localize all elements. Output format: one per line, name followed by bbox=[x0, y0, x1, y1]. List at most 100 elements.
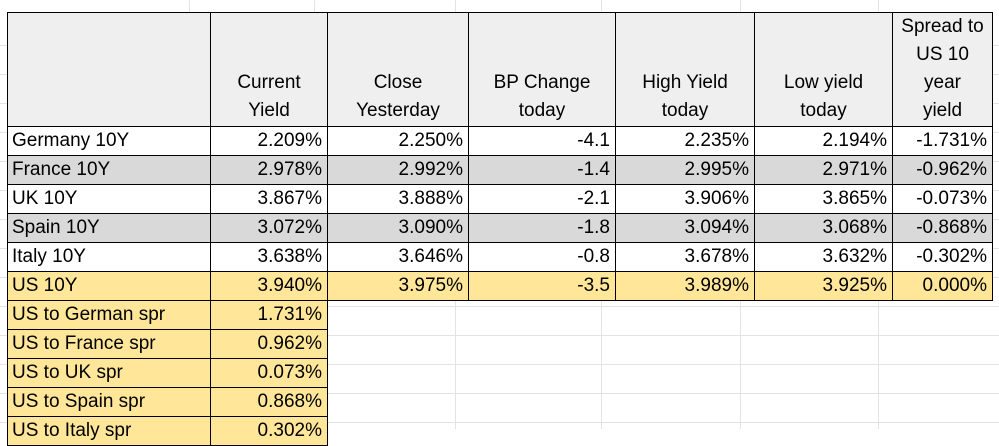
cell-bp[interactable]: -4.1 bbox=[468, 126, 616, 156]
cell-bp[interactable]: -3.5 bbox=[468, 271, 616, 301]
spread-label-cell[interactable]: US to Spain spr bbox=[7, 387, 211, 417]
cell-spread[interactable]: -1.731% bbox=[892, 126, 993, 156]
cell-spread[interactable]: -0.868% bbox=[892, 213, 993, 243]
cell-current[interactable]: 3.638% bbox=[210, 242, 328, 272]
cell-spread[interactable]: 0.000% bbox=[892, 271, 993, 301]
cell-high[interactable]: 3.094% bbox=[615, 213, 755, 243]
empty-cell[interactable] bbox=[755, 388, 893, 417]
spread-row: US to France spr 0.962% bbox=[7, 329, 993, 359]
header-high-yield[interactable]: High Yield today bbox=[615, 12, 755, 127]
cell-current[interactable]: 2.209% bbox=[210, 126, 328, 156]
cell-low[interactable]: 2.194% bbox=[754, 126, 893, 156]
empty-cell[interactable] bbox=[755, 359, 893, 388]
cell-bp[interactable]: -2.1 bbox=[468, 184, 616, 214]
table-row: US 10Y 3.940% 3.975% -3.5 3.989% 3.925% 0.000% bbox=[7, 271, 993, 301]
row-label-cell[interactable]: Spain 10Y bbox=[7, 213, 211, 243]
spread-value-cell[interactable]: 0.868% bbox=[210, 387, 328, 417]
cell-bp[interactable]: -1.8 bbox=[468, 213, 616, 243]
empty-cell[interactable] bbox=[755, 417, 893, 446]
empty-cell[interactable] bbox=[469, 417, 616, 446]
spread-value-cell[interactable]: 0.302% bbox=[210, 416, 328, 446]
empty-cell[interactable] bbox=[328, 417, 469, 446]
row-label-cell[interactable]: France 10Y bbox=[7, 155, 211, 185]
empty-cell[interactable] bbox=[469, 388, 616, 417]
empty-cell[interactable] bbox=[893, 388, 993, 417]
cell-high[interactable]: 3.906% bbox=[615, 184, 755, 214]
empty-cell[interactable] bbox=[616, 330, 755, 359]
table-row: France 10Y 2.978% 2.992% -1.4 2.995% 2.971% -0… bbox=[7, 155, 993, 185]
cell-low[interactable]: 3.865% bbox=[754, 184, 893, 214]
empty-cell[interactable] bbox=[616, 301, 755, 330]
cell-bp[interactable]: -0.8 bbox=[468, 242, 616, 272]
cell-bp[interactable]: -1.4 bbox=[468, 155, 616, 185]
spread-value-cell[interactable]: 1.731% bbox=[210, 300, 328, 330]
header-line: Yesterday bbox=[356, 100, 440, 121]
header-corner-cell[interactable] bbox=[7, 12, 211, 127]
cell-spread[interactable]: -0.073% bbox=[892, 184, 993, 214]
header-line: Yield bbox=[248, 100, 290, 121]
empty-cell[interactable] bbox=[616, 359, 755, 388]
spread-label-cell[interactable]: US to Italy spr bbox=[7, 416, 211, 446]
empty-cell[interactable] bbox=[616, 417, 755, 446]
empty-cell[interactable] bbox=[755, 330, 893, 359]
empty-cell[interactable] bbox=[755, 301, 893, 330]
empty-cell[interactable] bbox=[328, 330, 469, 359]
cell-current[interactable]: 3.940% bbox=[210, 271, 328, 301]
cell-low[interactable]: 3.632% bbox=[754, 242, 893, 272]
cell-close[interactable]: 2.992% bbox=[327, 155, 469, 185]
cell-close[interactable]: 3.888% bbox=[327, 184, 469, 214]
spread-value-cell[interactable]: 0.073% bbox=[210, 358, 328, 388]
cell-spread[interactable]: -0.962% bbox=[892, 155, 993, 185]
cell-high[interactable]: 3.989% bbox=[615, 271, 755, 301]
cell-current[interactable]: 3.072% bbox=[210, 213, 328, 243]
empty-cell[interactable] bbox=[469, 359, 616, 388]
header-line: Current bbox=[237, 72, 301, 93]
cell-close[interactable]: 3.090% bbox=[327, 213, 469, 243]
row-label-cell[interactable]: US 10Y bbox=[7, 271, 211, 301]
cell-high[interactable]: 2.995% bbox=[615, 155, 755, 185]
header-line: US 10 year bbox=[916, 44, 969, 93]
cell-high[interactable]: 2.235% bbox=[615, 126, 755, 156]
empty-cell[interactable] bbox=[469, 301, 616, 330]
header-spread-to-us[interactable]: Spread to US 10 year yield bbox=[892, 12, 993, 127]
cell-high[interactable]: 3.678% bbox=[615, 242, 755, 272]
empty-cell[interactable] bbox=[328, 301, 469, 330]
spread-row: US to UK spr 0.073% bbox=[7, 358, 993, 388]
table-row: Spain 10Y 3.072% 3.090% -1.8 3.094% 3.068% -0.… bbox=[7, 213, 993, 243]
cell-spread[interactable]: -0.302% bbox=[892, 242, 993, 272]
empty-cell[interactable] bbox=[328, 359, 469, 388]
spread-value-cell[interactable]: 0.962% bbox=[210, 329, 328, 359]
header-row: Current Yield Close Yesterday BP Change … bbox=[7, 12, 993, 127]
cell-close[interactable]: 3.975% bbox=[327, 271, 469, 301]
cell-close[interactable]: 2.250% bbox=[327, 126, 469, 156]
row-label-cell[interactable]: UK 10Y bbox=[7, 184, 211, 214]
spread-label-cell[interactable]: US to German spr bbox=[7, 300, 211, 330]
cell-low[interactable]: 3.925% bbox=[754, 271, 893, 301]
cell-low[interactable]: 2.971% bbox=[754, 155, 893, 185]
table-row: Germany 10Y 2.209% 2.250% -4.1 2.235% 2.194% -… bbox=[7, 126, 993, 156]
header-line: BP Change bbox=[493, 72, 591, 93]
cell-current[interactable]: 2.978% bbox=[210, 155, 328, 185]
cell-close[interactable]: 3.646% bbox=[327, 242, 469, 272]
spread-row: US to Spain spr 0.868% bbox=[7, 387, 993, 417]
header-bp-change[interactable]: BP Change today bbox=[468, 12, 616, 127]
empty-cell[interactable] bbox=[616, 388, 755, 417]
header-current-yield[interactable]: Current Yield bbox=[210, 12, 328, 127]
spread-row: US to German spr 1.731% bbox=[7, 300, 993, 330]
spread-label-cell[interactable]: US to France spr bbox=[7, 329, 211, 359]
cell-low[interactable]: 3.068% bbox=[754, 213, 893, 243]
row-label-cell[interactable]: Italy 10Y bbox=[7, 242, 211, 272]
empty-cell[interactable] bbox=[328, 388, 469, 417]
spread-row: US to Italy spr 0.302% bbox=[7, 416, 993, 446]
row-label-cell[interactable]: Germany 10Y bbox=[7, 126, 211, 156]
header-low-yield[interactable]: Low yield today bbox=[754, 12, 893, 127]
cell-current[interactable]: 3.867% bbox=[210, 184, 328, 214]
empty-cell[interactable] bbox=[893, 301, 993, 330]
empty-cell[interactable] bbox=[893, 417, 993, 446]
header-close-yesterday[interactable]: Close Yesterday bbox=[327, 12, 469, 127]
empty-cell[interactable] bbox=[893, 359, 993, 388]
empty-cell[interactable] bbox=[893, 330, 993, 359]
header-line: today bbox=[661, 100, 709, 121]
empty-cell[interactable] bbox=[469, 330, 616, 359]
spread-label-cell[interactable]: US to UK spr bbox=[7, 358, 211, 388]
